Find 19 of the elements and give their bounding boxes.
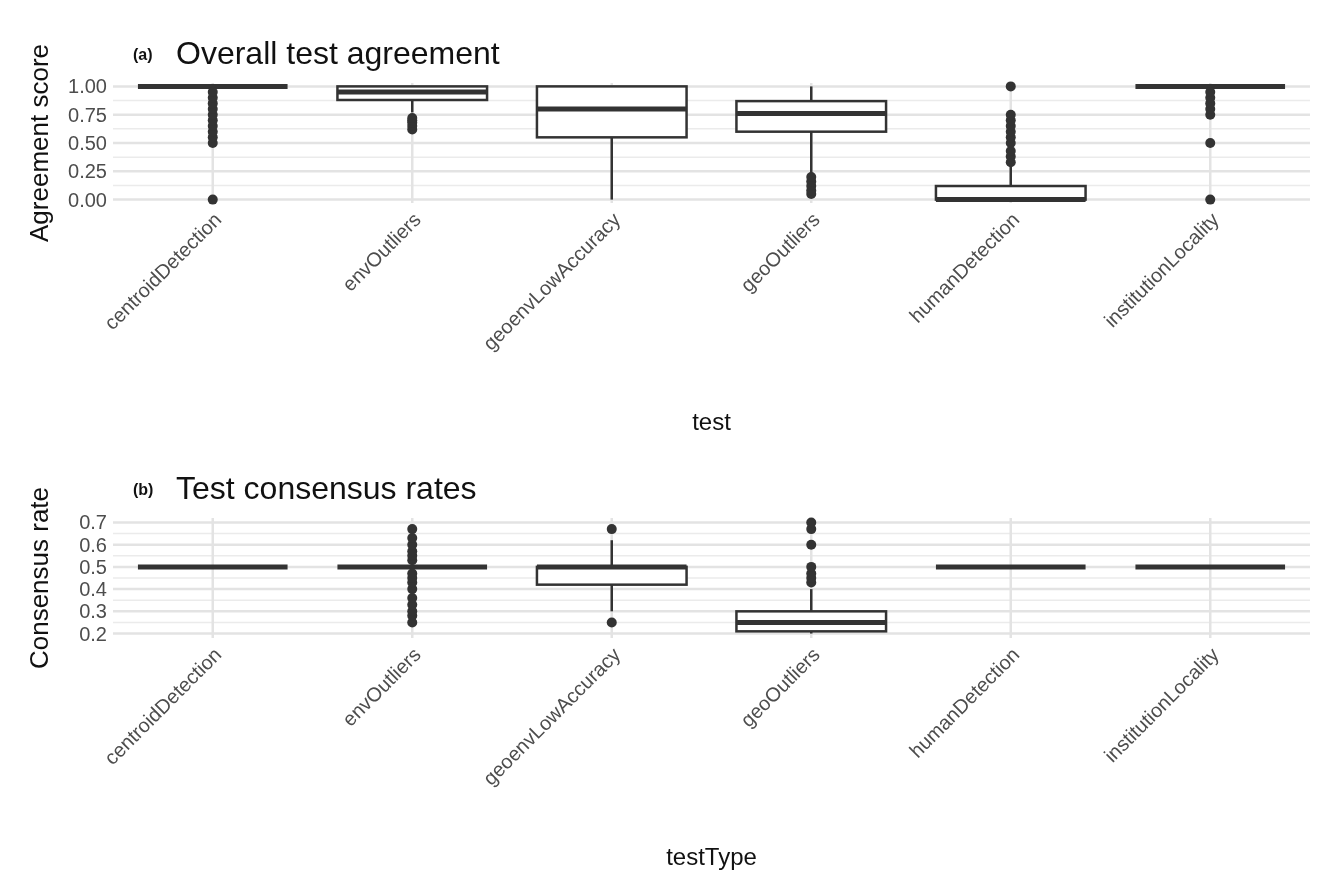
text: (a) xyxy=(133,46,153,63)
chart-title: Test consensus rates xyxy=(176,470,477,506)
y-tick-label: 0.75 xyxy=(68,103,107,126)
y-axis-title: Consensus rate xyxy=(24,486,54,670)
y-tick-label: 1.00 xyxy=(68,75,107,98)
y-tick-label: 0.25 xyxy=(68,160,107,183)
chart-title: Overall test agreement xyxy=(176,35,500,71)
y-tick-label: 0.7 xyxy=(79,511,107,534)
y-tick-label: 0.50 xyxy=(68,132,107,154)
y-tick-label: 0.3 xyxy=(79,600,107,623)
y-tick-label: 0.2 xyxy=(79,622,107,645)
y-tick-label: 0.4 xyxy=(79,578,107,601)
y-tick-label: 0.00 xyxy=(68,188,107,211)
text: (b) xyxy=(133,481,154,498)
x-axis-title: test xyxy=(692,408,732,435)
y-tick-label: 0.5 xyxy=(79,555,107,578)
x-axis-title: testType xyxy=(666,843,757,870)
y-tick-label: 0.6 xyxy=(79,533,107,556)
y-axis-title: Agreement score xyxy=(24,44,54,242)
